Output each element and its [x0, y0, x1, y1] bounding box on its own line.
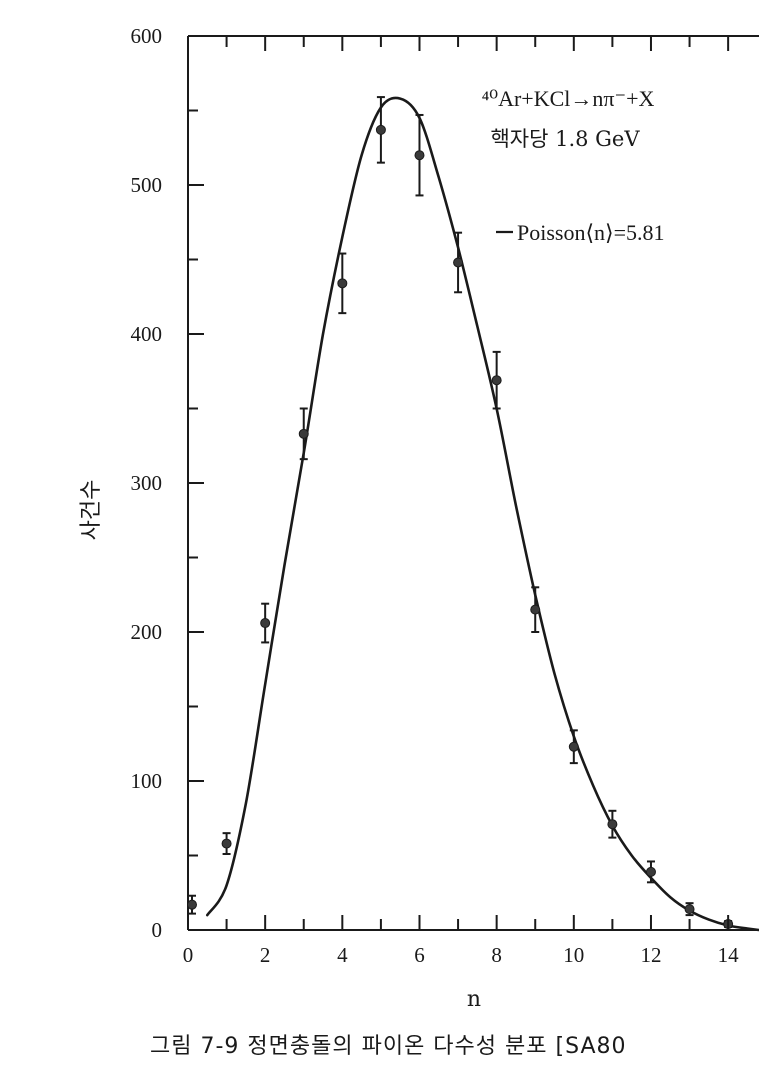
- data-point-group: [491, 350, 502, 410]
- y-tick-label: 600: [131, 24, 163, 48]
- plot-frame: [187, 35, 759, 931]
- data-points-layer: [187, 96, 734, 930]
- y-tick-label: 100: [131, 769, 163, 793]
- data-point: [187, 899, 197, 910]
- y-tick-label: 300: [131, 471, 163, 495]
- annotation-reaction: ⁴⁰Ar+KCl→nπ⁻+X: [482, 86, 655, 111]
- data-point-group: [568, 729, 579, 765]
- data-point-group: [337, 252, 348, 315]
- y-tick-label: 500: [131, 173, 163, 197]
- data-point: [221, 838, 232, 849]
- y-tick-label: 200: [131, 620, 163, 644]
- x-tick-label: 10: [563, 943, 584, 967]
- x-tick-label: 14: [718, 943, 740, 967]
- data-point: [645, 866, 656, 877]
- data-point-group: [187, 894, 197, 915]
- data-point: [453, 257, 464, 268]
- data-point-group: [298, 407, 309, 461]
- x-tick-label: 2: [260, 943, 271, 967]
- y-tick-label: 400: [131, 322, 163, 346]
- y-tick-label: 0: [152, 918, 163, 942]
- data-point: [260, 618, 271, 629]
- data-point: [414, 150, 425, 161]
- data-point: [298, 428, 309, 439]
- poisson-curve: [206, 96, 759, 932]
- poisson-curve-layer: [206, 96, 759, 932]
- x-tick-label: 4: [337, 943, 348, 967]
- data-point-group: [260, 602, 271, 644]
- data-point: [568, 741, 579, 752]
- annotation-energy: 핵자당 1.8 GeV: [490, 127, 640, 151]
- x-axis-title: n: [467, 987, 481, 1012]
- data-point-group: [684, 902, 695, 917]
- data-point-group: [375, 96, 386, 164]
- data-point-group: [645, 860, 656, 884]
- data-point: [337, 278, 348, 289]
- data-point: [530, 604, 541, 615]
- x-tick-label: 0: [183, 943, 194, 967]
- tick-layer: 0 2 4 6 8 10 12 14 0 100 200 300 400 500 600: [131, 24, 740, 967]
- data-point: [375, 124, 386, 135]
- x-tick-label: 12: [640, 943, 661, 967]
- data-point: [607, 819, 618, 830]
- y-axis-title: 사건수: [79, 480, 104, 541]
- legend-label: Poisson⟨n⟩=5.81: [517, 220, 665, 245]
- figure-caption: 그림 7-9 정면충돌의 파이온 다수성 분포 [SA80: [150, 1034, 627, 1059]
- data-point-group: [607, 809, 618, 839]
- data-point-group: [221, 832, 232, 856]
- x-tick-label: 8: [491, 943, 502, 967]
- data-point-group: [453, 231, 464, 294]
- data-point-group: [530, 586, 541, 633]
- data-point: [491, 375, 502, 386]
- data-point-group: [414, 113, 425, 197]
- x-tick-label: 6: [414, 943, 425, 967]
- data-point: [684, 904, 695, 915]
